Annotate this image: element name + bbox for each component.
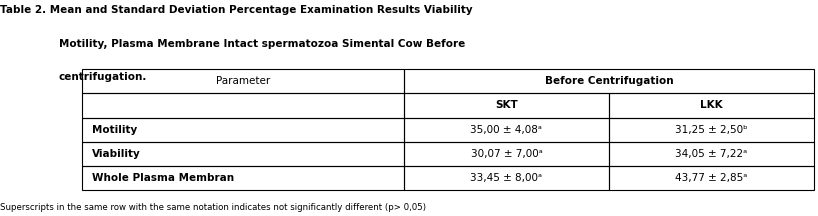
Text: 33,45 ± 8,00ᵃ: 33,45 ± 8,00ᵃ: [470, 173, 542, 183]
Text: Viability: Viability: [92, 149, 141, 159]
Text: Motility, Plasma Membrane Intact spermatozoa Simental Cow Before: Motility, Plasma Membrane Intact spermat…: [59, 39, 465, 49]
Bar: [404, 142, 609, 166]
Text: Parameter: Parameter: [216, 76, 270, 86]
Bar: [404, 93, 609, 118]
Bar: [609, 166, 814, 190]
Text: SKT: SKT: [495, 100, 518, 110]
Bar: [82, 142, 404, 166]
Bar: [404, 166, 609, 190]
Bar: [82, 166, 404, 190]
Text: Whole Plasma Membran: Whole Plasma Membran: [92, 173, 234, 183]
Text: 34,05 ± 7,22ᵃ: 34,05 ± 7,22ᵃ: [676, 149, 748, 159]
Bar: [82, 118, 404, 142]
Text: LKK: LKK: [700, 100, 723, 110]
Bar: [609, 142, 814, 166]
Text: 43,77 ± 2,85ᵃ: 43,77 ± 2,85ᵃ: [676, 173, 748, 183]
Text: 30,07 ± 7,00ᵃ: 30,07 ± 7,00ᵃ: [470, 149, 542, 159]
Text: Table 2. Mean and Standard Deviation Percentage Examination Results Viability: Table 2. Mean and Standard Deviation Per…: [0, 5, 473, 15]
Text: Superscripts in the same row with the same notation indicates not significantly : Superscripts in the same row with the sa…: [0, 203, 426, 212]
Text: centrifugation.: centrifugation.: [59, 72, 147, 82]
Text: 31,25 ± 2,50ᵇ: 31,25 ± 2,50ᵇ: [675, 125, 748, 135]
Bar: [609, 93, 814, 118]
Bar: [404, 69, 814, 93]
Bar: [82, 69, 404, 93]
Bar: [82, 93, 404, 118]
Bar: [609, 118, 814, 142]
Text: 35,00 ± 4,08ᵃ: 35,00 ± 4,08ᵃ: [470, 125, 542, 135]
Text: Before Centrifugation: Before Centrifugation: [545, 76, 673, 86]
Bar: [404, 118, 609, 142]
Text: Motility: Motility: [92, 125, 137, 135]
